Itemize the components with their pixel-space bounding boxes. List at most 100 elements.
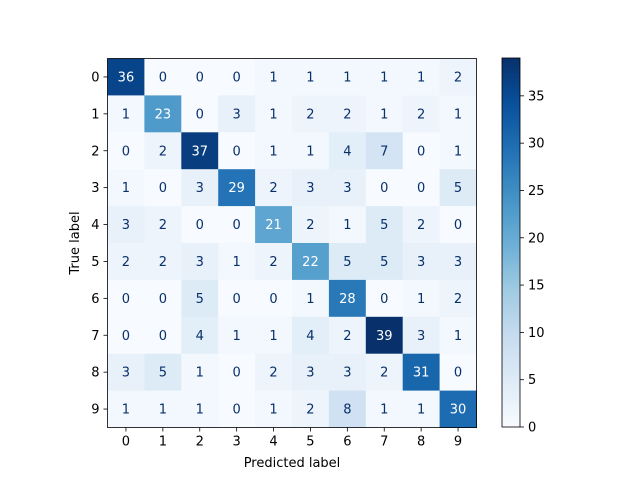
- heatmap-cell: [292, 316, 330, 355]
- heatmap-cell: [144, 243, 182, 281]
- y-tick-label: 9: [91, 403, 99, 418]
- cell-value-label: 0: [417, 144, 425, 159]
- heatmap-cell: [328, 279, 367, 318]
- cell-value-label: 0: [159, 329, 167, 344]
- cell-value-label: 0: [380, 292, 388, 307]
- heatmap-cell: [439, 206, 477, 244]
- heatmap-cell: [144, 169, 182, 207]
- x-tick-label: 5: [306, 435, 314, 450]
- y-tick-label: 3: [91, 181, 99, 196]
- cell-value-label: 2: [417, 218, 425, 233]
- cell-value-label: 3: [306, 366, 314, 381]
- cell-value-label: 1: [417, 70, 425, 85]
- heatmap-cell: [255, 279, 293, 318]
- heatmap-cell: [439, 169, 477, 207]
- heatmap-cell: [255, 206, 293, 244]
- cell-value-label: 0: [122, 144, 130, 159]
- cell-value-label: 2: [306, 218, 314, 233]
- cell-value-label: 1: [417, 292, 425, 307]
- cell-value-label: 5: [343, 255, 351, 270]
- heatmap-cell: [365, 206, 404, 244]
- heatmap-cell: [255, 316, 293, 355]
- heatmap-cell: [402, 390, 441, 428]
- cell-value-label: 2: [306, 403, 314, 418]
- cell-value-label: 21: [265, 218, 282, 233]
- cell-value-label: 3: [343, 181, 351, 196]
- colorbar-tick-label: 20: [528, 231, 545, 246]
- cell-value-label: 1: [454, 107, 462, 122]
- colorbar-ticks: 0 5 10 15 20 25 30 35: [520, 89, 545, 436]
- cell-value-label: 1: [454, 329, 462, 344]
- heatmap-cell: [255, 58, 293, 96]
- cell-value-label: 2: [343, 329, 351, 344]
- cell-value-label: 1: [122, 107, 130, 122]
- cell-value-label: 3: [122, 366, 130, 381]
- heatmap-cell: [107, 279, 145, 318]
- cell-value-label: 2: [159, 218, 167, 233]
- cell-value-label: 1: [196, 403, 204, 418]
- colorbar-tick-label: 0: [528, 421, 536, 436]
- cell-value-label: 5: [159, 366, 167, 381]
- heatmap-cell-labels: 36 0 0 0 1 1 1 1 1 21 23 0 3 1 2 2 1 2 10 2 37 0 1 1 4 7 0 11 0 3 29 2 3…: [118, 70, 467, 417]
- heatmap-cell: [328, 132, 367, 170]
- cell-value-label: 3: [122, 218, 130, 233]
- heatmap-cell: [144, 206, 182, 244]
- heatmap-cell: [365, 132, 404, 170]
- cell-value-label: 22: [302, 255, 319, 270]
- cell-value-label: 1: [454, 144, 462, 159]
- cell-value-label: 4: [196, 329, 204, 344]
- colorbar-tick-label: 30: [528, 137, 545, 152]
- heatmap-cell: [365, 316, 404, 355]
- cell-value-label: 0: [380, 181, 388, 196]
- y-axis-ticks: 0 1 2 3 4 5 6 7 8 9: [91, 70, 108, 418]
- x-tick-label: 1: [159, 435, 167, 450]
- heatmap-cell: [181, 58, 219, 96]
- heatmap-cell: [365, 390, 404, 428]
- heatmap-cell: [402, 206, 441, 244]
- cell-value-label: 0: [454, 366, 462, 381]
- heatmap-cell: [181, 316, 219, 355]
- heatmap-cell: [218, 169, 256, 207]
- heatmap-cell: [255, 95, 293, 133]
- heatmap-cell: [218, 390, 256, 428]
- heatmap-cell: [181, 206, 219, 244]
- cell-value-label: 2: [380, 366, 388, 381]
- heatmap-cell: [144, 279, 182, 318]
- heatmap-cell: [439, 95, 477, 133]
- cell-value-label: 2: [269, 255, 277, 270]
- cell-value-label: 4: [343, 144, 351, 159]
- heatmap-cell: [255, 243, 293, 281]
- heatmap-cell: [292, 243, 330, 281]
- heatmap-cell: [292, 58, 330, 96]
- heatmap-cell: [218, 316, 256, 355]
- cell-value-label: 1: [380, 403, 388, 418]
- heatmap-cell: [255, 390, 293, 428]
- heatmap-cell: [328, 58, 367, 96]
- cell-value-label: 0: [196, 107, 204, 122]
- cell-value-label: 0: [122, 292, 130, 307]
- cell-value-label: 3: [417, 329, 425, 344]
- cell-value-label: 2: [122, 255, 130, 270]
- heatmap-cell: [365, 279, 404, 318]
- cell-value-label: 0: [417, 181, 425, 196]
- y-axis-label: True label: [68, 211, 83, 275]
- cell-value-label: 1: [417, 403, 425, 418]
- x-tick-label: 4: [269, 435, 277, 450]
- x-tick-label: 9: [454, 435, 462, 450]
- y-tick-label: 5: [91, 255, 99, 270]
- heatmap-cell: [144, 353, 182, 392]
- heatmap-cell: [402, 58, 441, 96]
- x-axis-label: Predicted label: [244, 456, 341, 471]
- heatmap-cell: [328, 169, 367, 207]
- heatmap-cell: [365, 243, 404, 281]
- cell-value-label: 0: [233, 366, 241, 381]
- cell-value-label: 0: [233, 70, 241, 85]
- cell-value-label: 3: [196, 255, 204, 270]
- cell-value-label: 0: [233, 218, 241, 233]
- heatmap-cell: [181, 353, 219, 392]
- y-tick-label: 8: [91, 366, 99, 381]
- cell-value-label: 4: [306, 329, 314, 344]
- cell-value-label: 5: [380, 255, 388, 270]
- heatmap-cell: [439, 316, 477, 355]
- heatmap-cell: [328, 316, 367, 355]
